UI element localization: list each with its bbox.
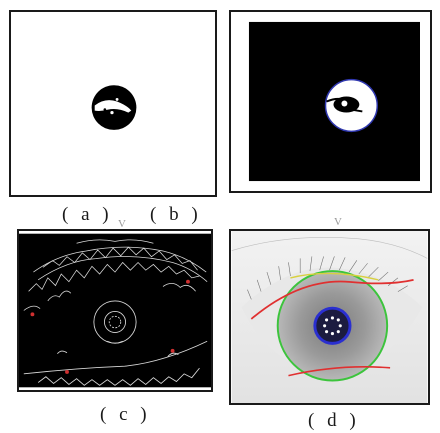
- stray-mark: V: [334, 216, 342, 228]
- iris-boundary-circle: [276, 270, 389, 382]
- pupil-boundary-circle: [313, 306, 352, 345]
- edge-map-image: [19, 233, 211, 388]
- edge-points: [30, 279, 190, 374]
- pupil-reflections: [323, 316, 342, 336]
- panel-a-binary-pupil: [9, 10, 217, 197]
- stray-mark: V: [118, 218, 126, 230]
- lower-eyelid-curve: [288, 366, 391, 377]
- inverted-iris-image: [231, 12, 430, 191]
- binary-pupil-image: [11, 12, 215, 195]
- caption-c: ( c ): [100, 404, 151, 425]
- segmented-eye-image: [231, 231, 428, 403]
- upper-eyelid-yellow-curve: [290, 272, 379, 281]
- iris-edges: [93, 300, 137, 344]
- lower-lid-edges: [23, 340, 208, 386]
- eyebrow-edges: [23, 239, 208, 311]
- panel-d-segmented-eye: [229, 229, 430, 405]
- caption-b: ( b ): [150, 204, 202, 225]
- panel-b-inverted-iris: [229, 10, 432, 193]
- caption-d: ( d ): [308, 410, 360, 431]
- panel-c-edge-map: [17, 229, 213, 392]
- upper-eyelid-curve: [250, 279, 414, 320]
- eyelash-lines: [231, 237, 428, 300]
- caption-a: ( a ): [62, 204, 113, 225]
